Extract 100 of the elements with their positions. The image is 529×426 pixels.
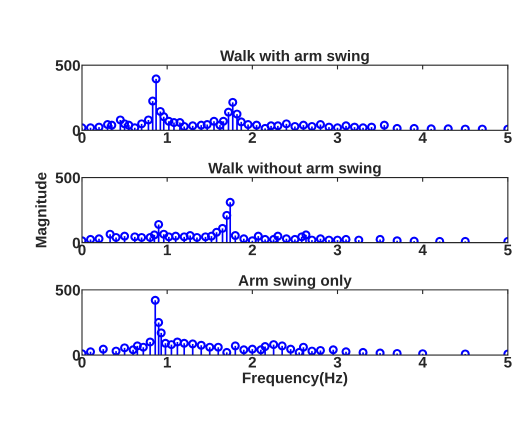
point [169,118,178,128]
x-tick-label: 4 [418,132,427,143]
point [206,232,216,241]
point [171,232,180,241]
point [188,121,198,130]
point [260,342,270,352]
point [186,231,195,240]
point [294,348,304,356]
point [202,120,212,130]
point [286,344,296,354]
point [254,232,263,241]
point [342,347,351,356]
point [132,341,142,350]
point [239,234,248,243]
point [159,230,168,239]
point [144,115,153,124]
point [226,198,235,207]
chart-title: Walk without arm swing [208,162,381,177]
chart-title: Walk with arm swing [220,50,369,64]
x-tick-label: 1 [164,356,171,368]
point [164,116,174,126]
point [222,210,232,220]
point [130,232,140,242]
point [307,346,316,356]
point [86,234,96,243]
point [342,121,351,130]
point [156,106,165,116]
point [137,119,146,128]
point [230,341,240,350]
point [307,122,316,130]
x-tick-label: 4 [418,356,427,368]
point [103,120,112,130]
point [154,318,164,327]
point [138,342,148,352]
point [248,236,257,243]
point [248,344,257,354]
point [120,343,130,352]
point [301,230,311,240]
x-tick-label: 3 [334,244,342,256]
point [392,124,402,130]
chart-title: Arm swing only [238,274,352,289]
point [266,121,276,130]
point [146,337,155,347]
point [273,232,282,241]
point [209,116,219,126]
point [252,120,262,130]
point [410,124,419,130]
x-tick-label: 5 [504,244,512,256]
y-tick-label: 500 [56,284,80,296]
point [159,112,168,122]
point [166,340,176,350]
point [239,345,248,354]
point [200,232,210,242]
point [212,228,222,237]
point [342,234,351,243]
point [86,123,96,130]
point [269,234,278,243]
point [180,338,189,348]
x-tick-label: 1 [164,244,171,256]
point [332,236,342,243]
point [224,108,234,117]
point [150,296,160,305]
point [232,110,242,119]
point [152,74,161,84]
point [354,236,364,243]
point [316,346,325,355]
point [94,234,104,243]
point [380,120,389,130]
point [215,120,224,130]
point [106,230,115,239]
point [196,340,206,350]
point [290,234,300,243]
point [278,341,287,350]
point [192,232,202,242]
point [130,123,140,130]
point [307,236,316,243]
point [350,122,360,130]
point [324,122,334,130]
point [230,231,240,240]
point [316,120,325,130]
point [116,115,125,124]
point [256,345,266,354]
point [392,348,402,356]
x-tick-label: 4 [418,244,427,256]
point [124,120,134,130]
point [150,230,159,240]
point [324,236,334,243]
x-tick-label: 2 [248,132,256,143]
point [112,232,121,242]
point [137,232,146,242]
point [392,236,402,243]
x-tick-label: 5 [504,132,512,143]
point [156,328,166,338]
point [128,345,138,354]
point [180,232,189,242]
x-tick-label: 3 [334,132,342,144]
point [188,339,198,348]
point [290,122,300,130]
x-tick-label: 3 [334,356,342,368]
point [316,234,325,243]
